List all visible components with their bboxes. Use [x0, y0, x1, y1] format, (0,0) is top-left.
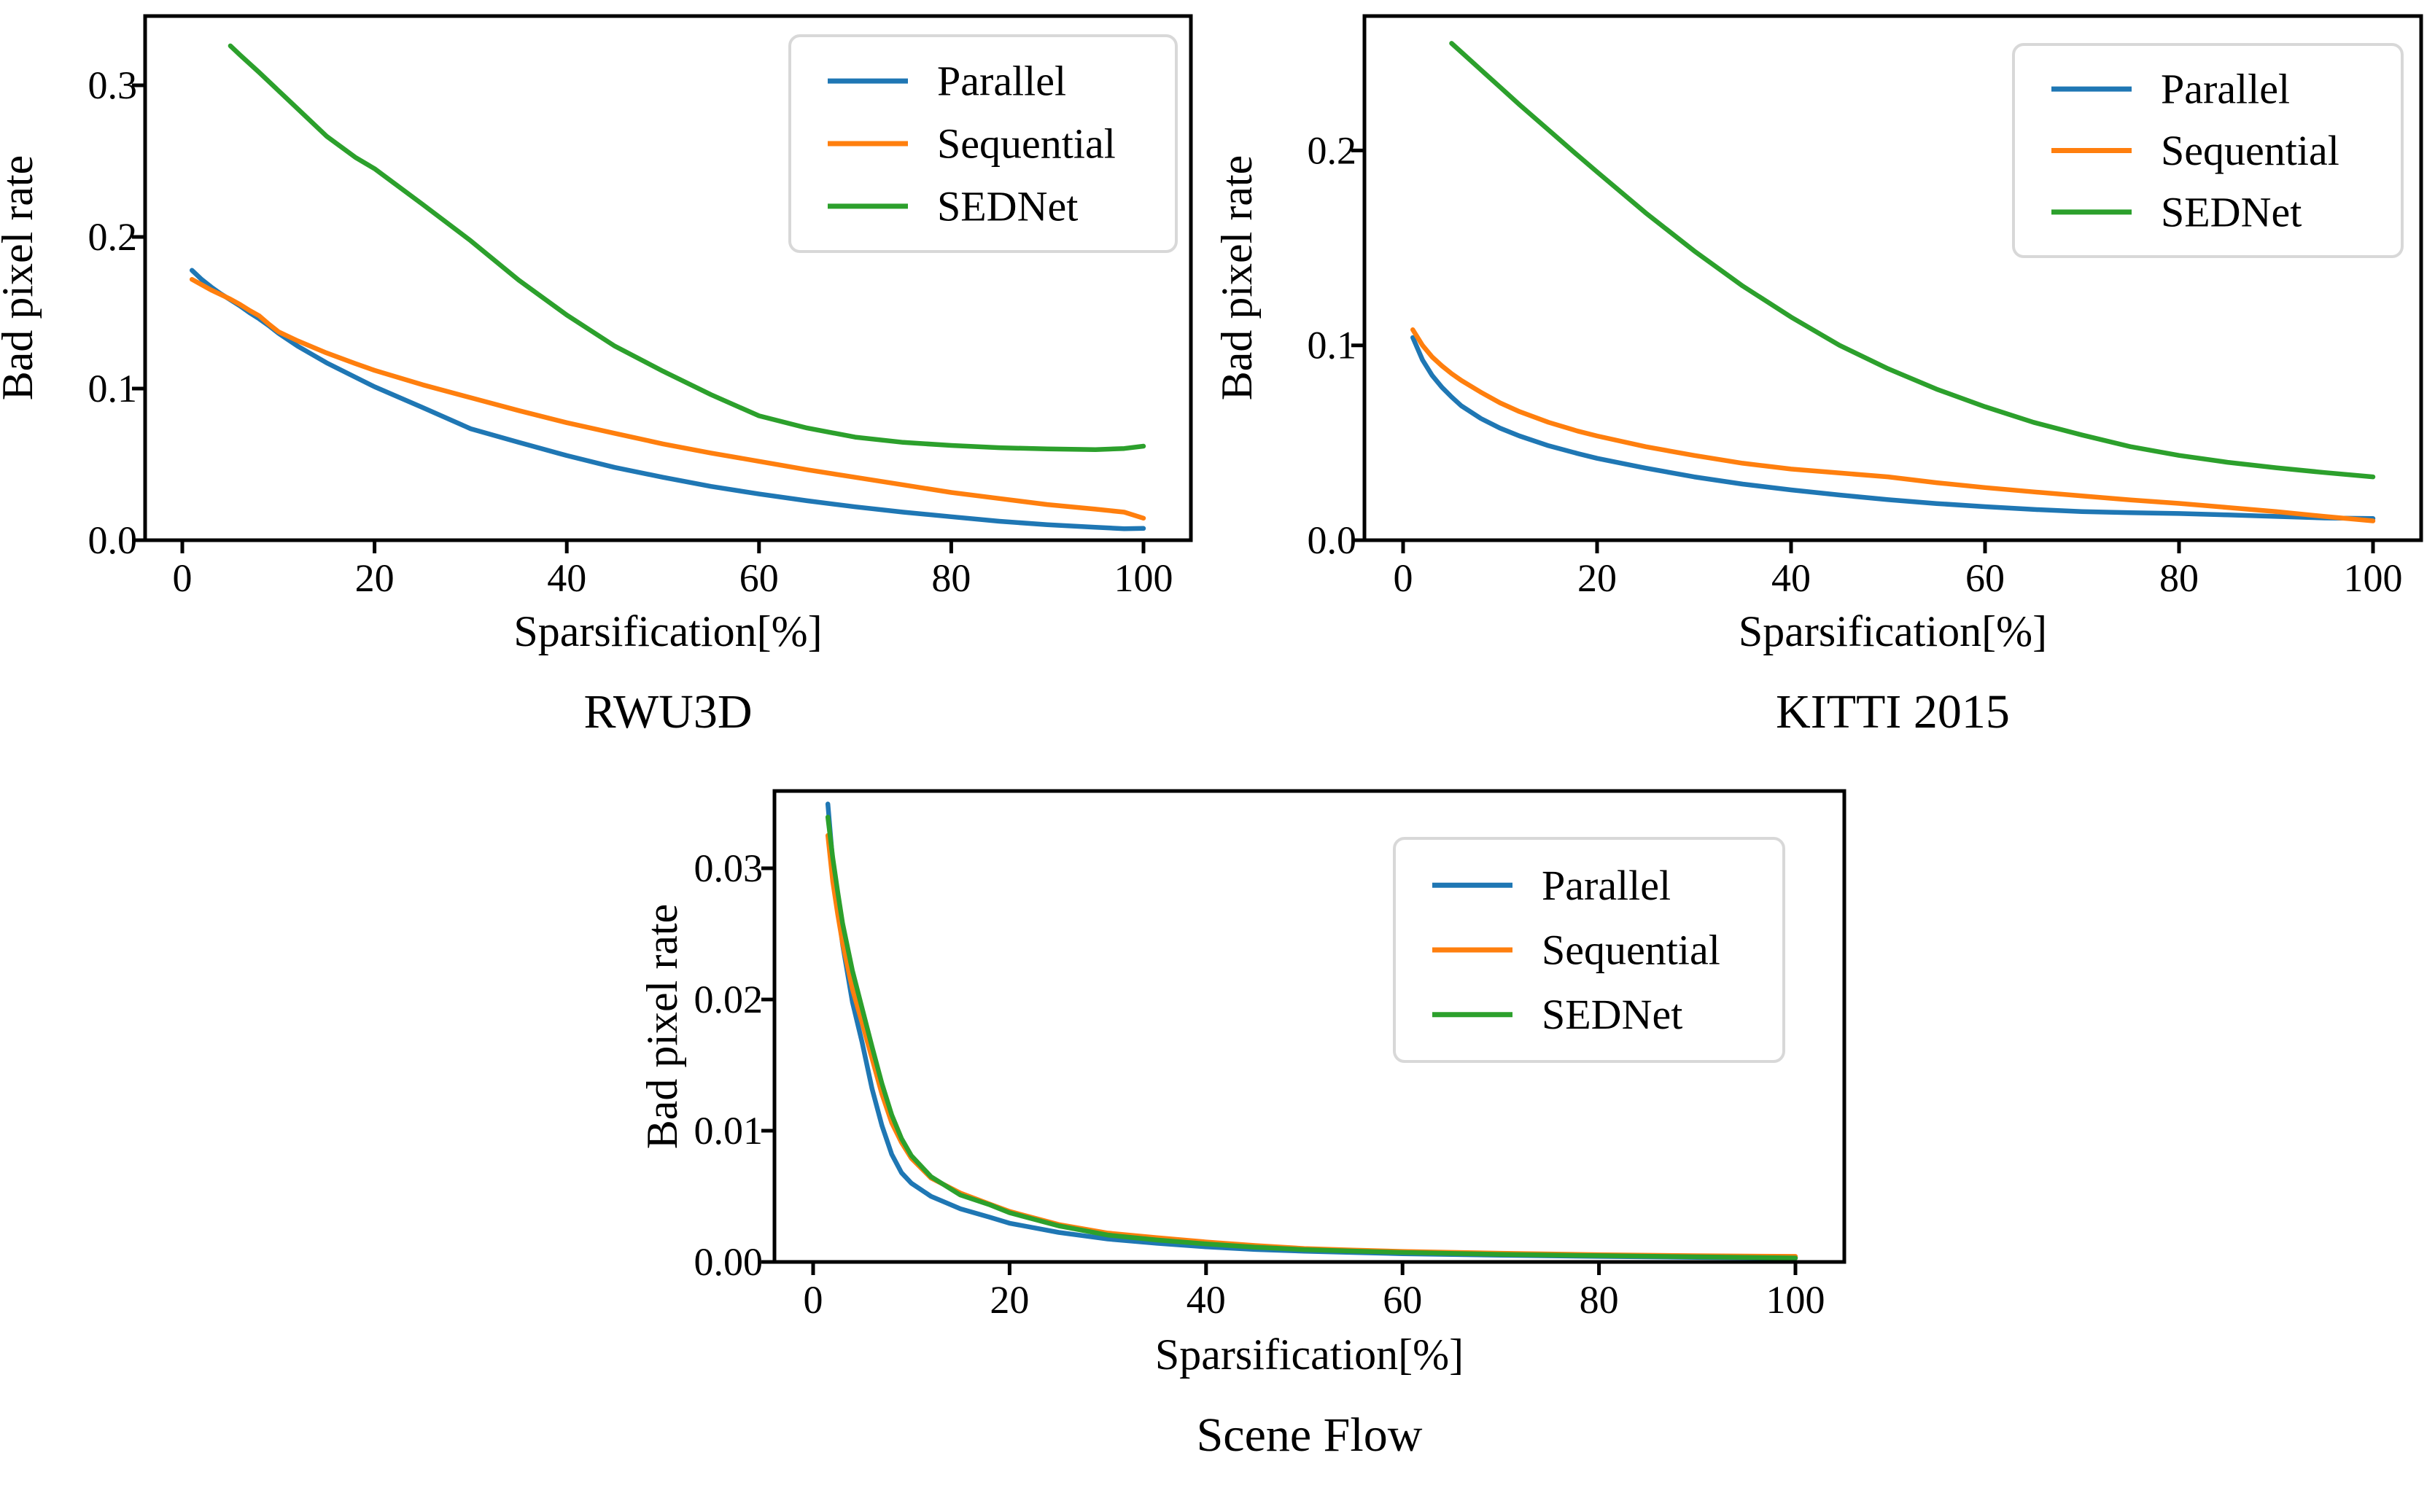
chart-kitti-2015: 0 20 40 60 80 100 0.0 0.1 0.2 Sparsification[%] Ba…	[1213, 14, 2423, 739]
rwu3d-legend: Parallel Sequential SEDNet	[788, 34, 1178, 253]
y-tick-label: 0.0	[1308, 518, 1357, 562]
x-tick-label: 20	[990, 1278, 1029, 1322]
legend-label-parallel: Parallel	[937, 58, 1066, 105]
x-axis-label: Sparsification[%]	[1739, 607, 2047, 655]
y-tick-label: 0.1	[88, 367, 138, 410]
y-tick-label: 0.01	[694, 1109, 764, 1153]
chart-rwu3d: 0 20 40 60 80 100 0.0 0.1 0.2 0.3 Sparsification[%…	[0, 14, 1193, 739]
x-axis-label: Sparsification[%]	[513, 607, 822, 655]
legend-box	[2012, 43, 2404, 258]
y-axis-label: Bad pixel rate	[0, 155, 42, 401]
rwu3d-parallel-line	[189, 268, 1146, 531]
x-tick-label: 0	[804, 1278, 823, 1322]
y-tick-label: 0.1	[1308, 324, 1357, 367]
axes-frame	[772, 789, 1846, 1264]
x-tick-label: 40	[547, 556, 586, 600]
rwu3d-sednet-line	[228, 43, 1146, 453]
x-tick-label: 100	[2344, 556, 2403, 600]
scene-flow-legend: Parallel Sequential SEDNet	[1393, 837, 1785, 1063]
series-group	[825, 801, 1798, 1260]
legend-label-parallel: Parallel	[2161, 66, 2290, 113]
x-tick-label: 20	[355, 556, 395, 600]
y-tick-label: 0.3	[88, 63, 138, 107]
axes-frame	[143, 14, 1193, 542]
chart-title: KITTI 2015	[1776, 685, 2010, 739]
chart-title: RWU3D	[584, 685, 753, 739]
y-tick-label: 0.02	[694, 978, 764, 1021]
y-tick-label: 0.0	[88, 518, 138, 562]
legend-label-parallel: Parallel	[1542, 862, 1671, 909]
x-tick-label: 20	[1577, 556, 1617, 600]
kitti-2015-parallel-line	[1410, 335, 2376, 521]
chart-scene-flow: 0 20 40 60 80 100 0.00 0.01 0.02 0.03 Sparsificati…	[638, 789, 1846, 1462]
x-tick-label: 80	[2159, 556, 2199, 600]
legend-label-sednet: SEDNet	[2161, 188, 2302, 235]
series-group	[189, 43, 1146, 531]
legend-label-sequential: Sequential	[2161, 127, 2339, 174]
x-tick-label: 100	[1766, 1278, 1825, 1322]
axes-frame	[1362, 14, 2423, 542]
y-axis-label: Bad pixel rate	[638, 904, 686, 1150]
x-tick-label: 100	[1114, 556, 1173, 600]
x-tick-label: 60	[1383, 1278, 1422, 1322]
kitti-2015-sequential-line	[1410, 327, 2376, 523]
kitti-2015-legend: Parallel Sequential SEDNet	[2012, 43, 2404, 258]
legend-label-sednet: SEDNet	[937, 182, 1078, 230]
legend-box	[1393, 837, 1785, 1063]
x-tick-label: 40	[1187, 1278, 1226, 1322]
series-group	[1410, 41, 2376, 523]
y-tick-label: 0.03	[694, 846, 764, 890]
chart-title: Scene Flow	[1197, 1408, 1423, 1462]
x-tick-label: 80	[931, 556, 971, 600]
x-tick-label: 0	[173, 556, 193, 600]
y-tick-label: 0.2	[1308, 128, 1357, 172]
x-tick-label: 60	[739, 556, 779, 600]
legend-label-sequential: Sequential	[937, 120, 1116, 168]
rwu3d-sequential-line	[189, 276, 1146, 521]
x-axis-label: Sparsification[%]	[1155, 1330, 1464, 1379]
x-tick-label: 80	[1580, 1278, 1619, 1322]
y-tick-label: 0.00	[694, 1240, 764, 1284]
legend-label-sednet: SEDNet	[1542, 991, 1682, 1038]
y-axis-label: Bad pixel rate	[1213, 155, 1261, 401]
x-tick-label: 40	[1771, 556, 1811, 600]
legend-label-sequential: Sequential	[1542, 927, 1720, 974]
y-tick-label: 0.2	[88, 215, 138, 259]
x-tick-label: 60	[1965, 556, 2005, 600]
kitti-2015-sednet-line	[1449, 41, 2376, 480]
scene-flow-sednet-line	[825, 814, 1798, 1260]
x-tick-label: 0	[1394, 556, 1413, 600]
legend-box	[788, 34, 1178, 253]
